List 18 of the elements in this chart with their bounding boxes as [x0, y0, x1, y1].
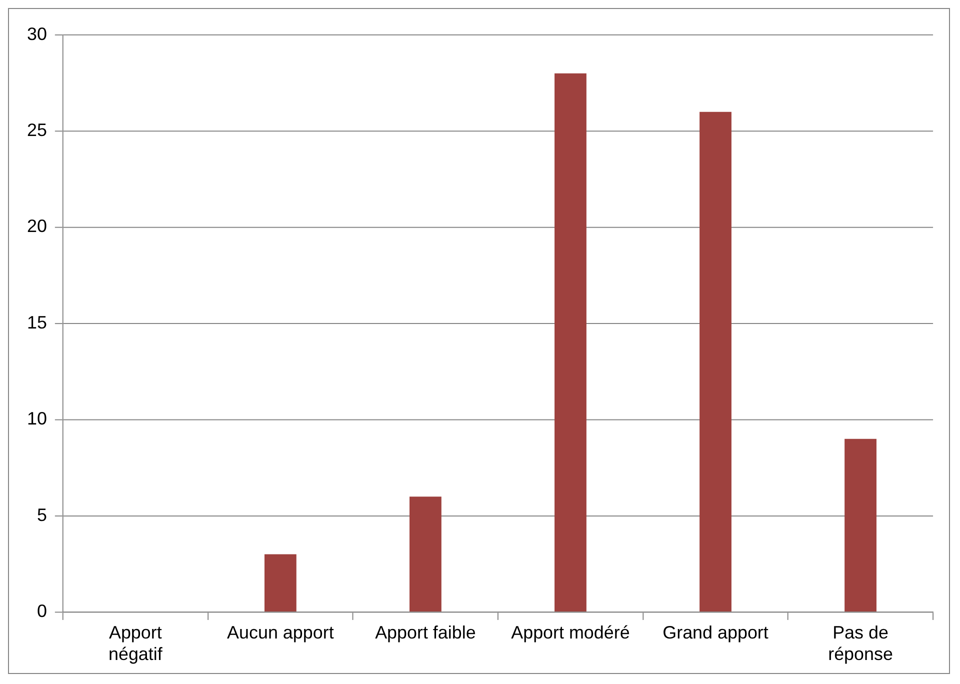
x-tick-label: Grand apport [662, 622, 768, 643]
bar [700, 112, 732, 612]
y-tick-label: 5 [36, 504, 47, 525]
bar [844, 438, 876, 612]
y-tick-label: 20 [26, 216, 47, 236]
x-tick-label: Pas de réponse [828, 622, 893, 664]
x-tick-label: Apport négatif [108, 622, 164, 664]
bar [264, 554, 296, 612]
x-tick-label: Apport faible [375, 622, 476, 643]
y-tick-label: 0 [36, 600, 47, 621]
x-tick-label: Apport modéré [511, 622, 630, 643]
x-tick-label: Aucun apport [227, 622, 334, 643]
y-tick-label: 30 [26, 24, 47, 44]
y-tick-label: 10 [26, 408, 47, 429]
bar [410, 496, 442, 612]
bar [554, 73, 586, 612]
y-tick-label: 15 [26, 312, 47, 332]
y-tick-label: 25 [26, 120, 47, 140]
